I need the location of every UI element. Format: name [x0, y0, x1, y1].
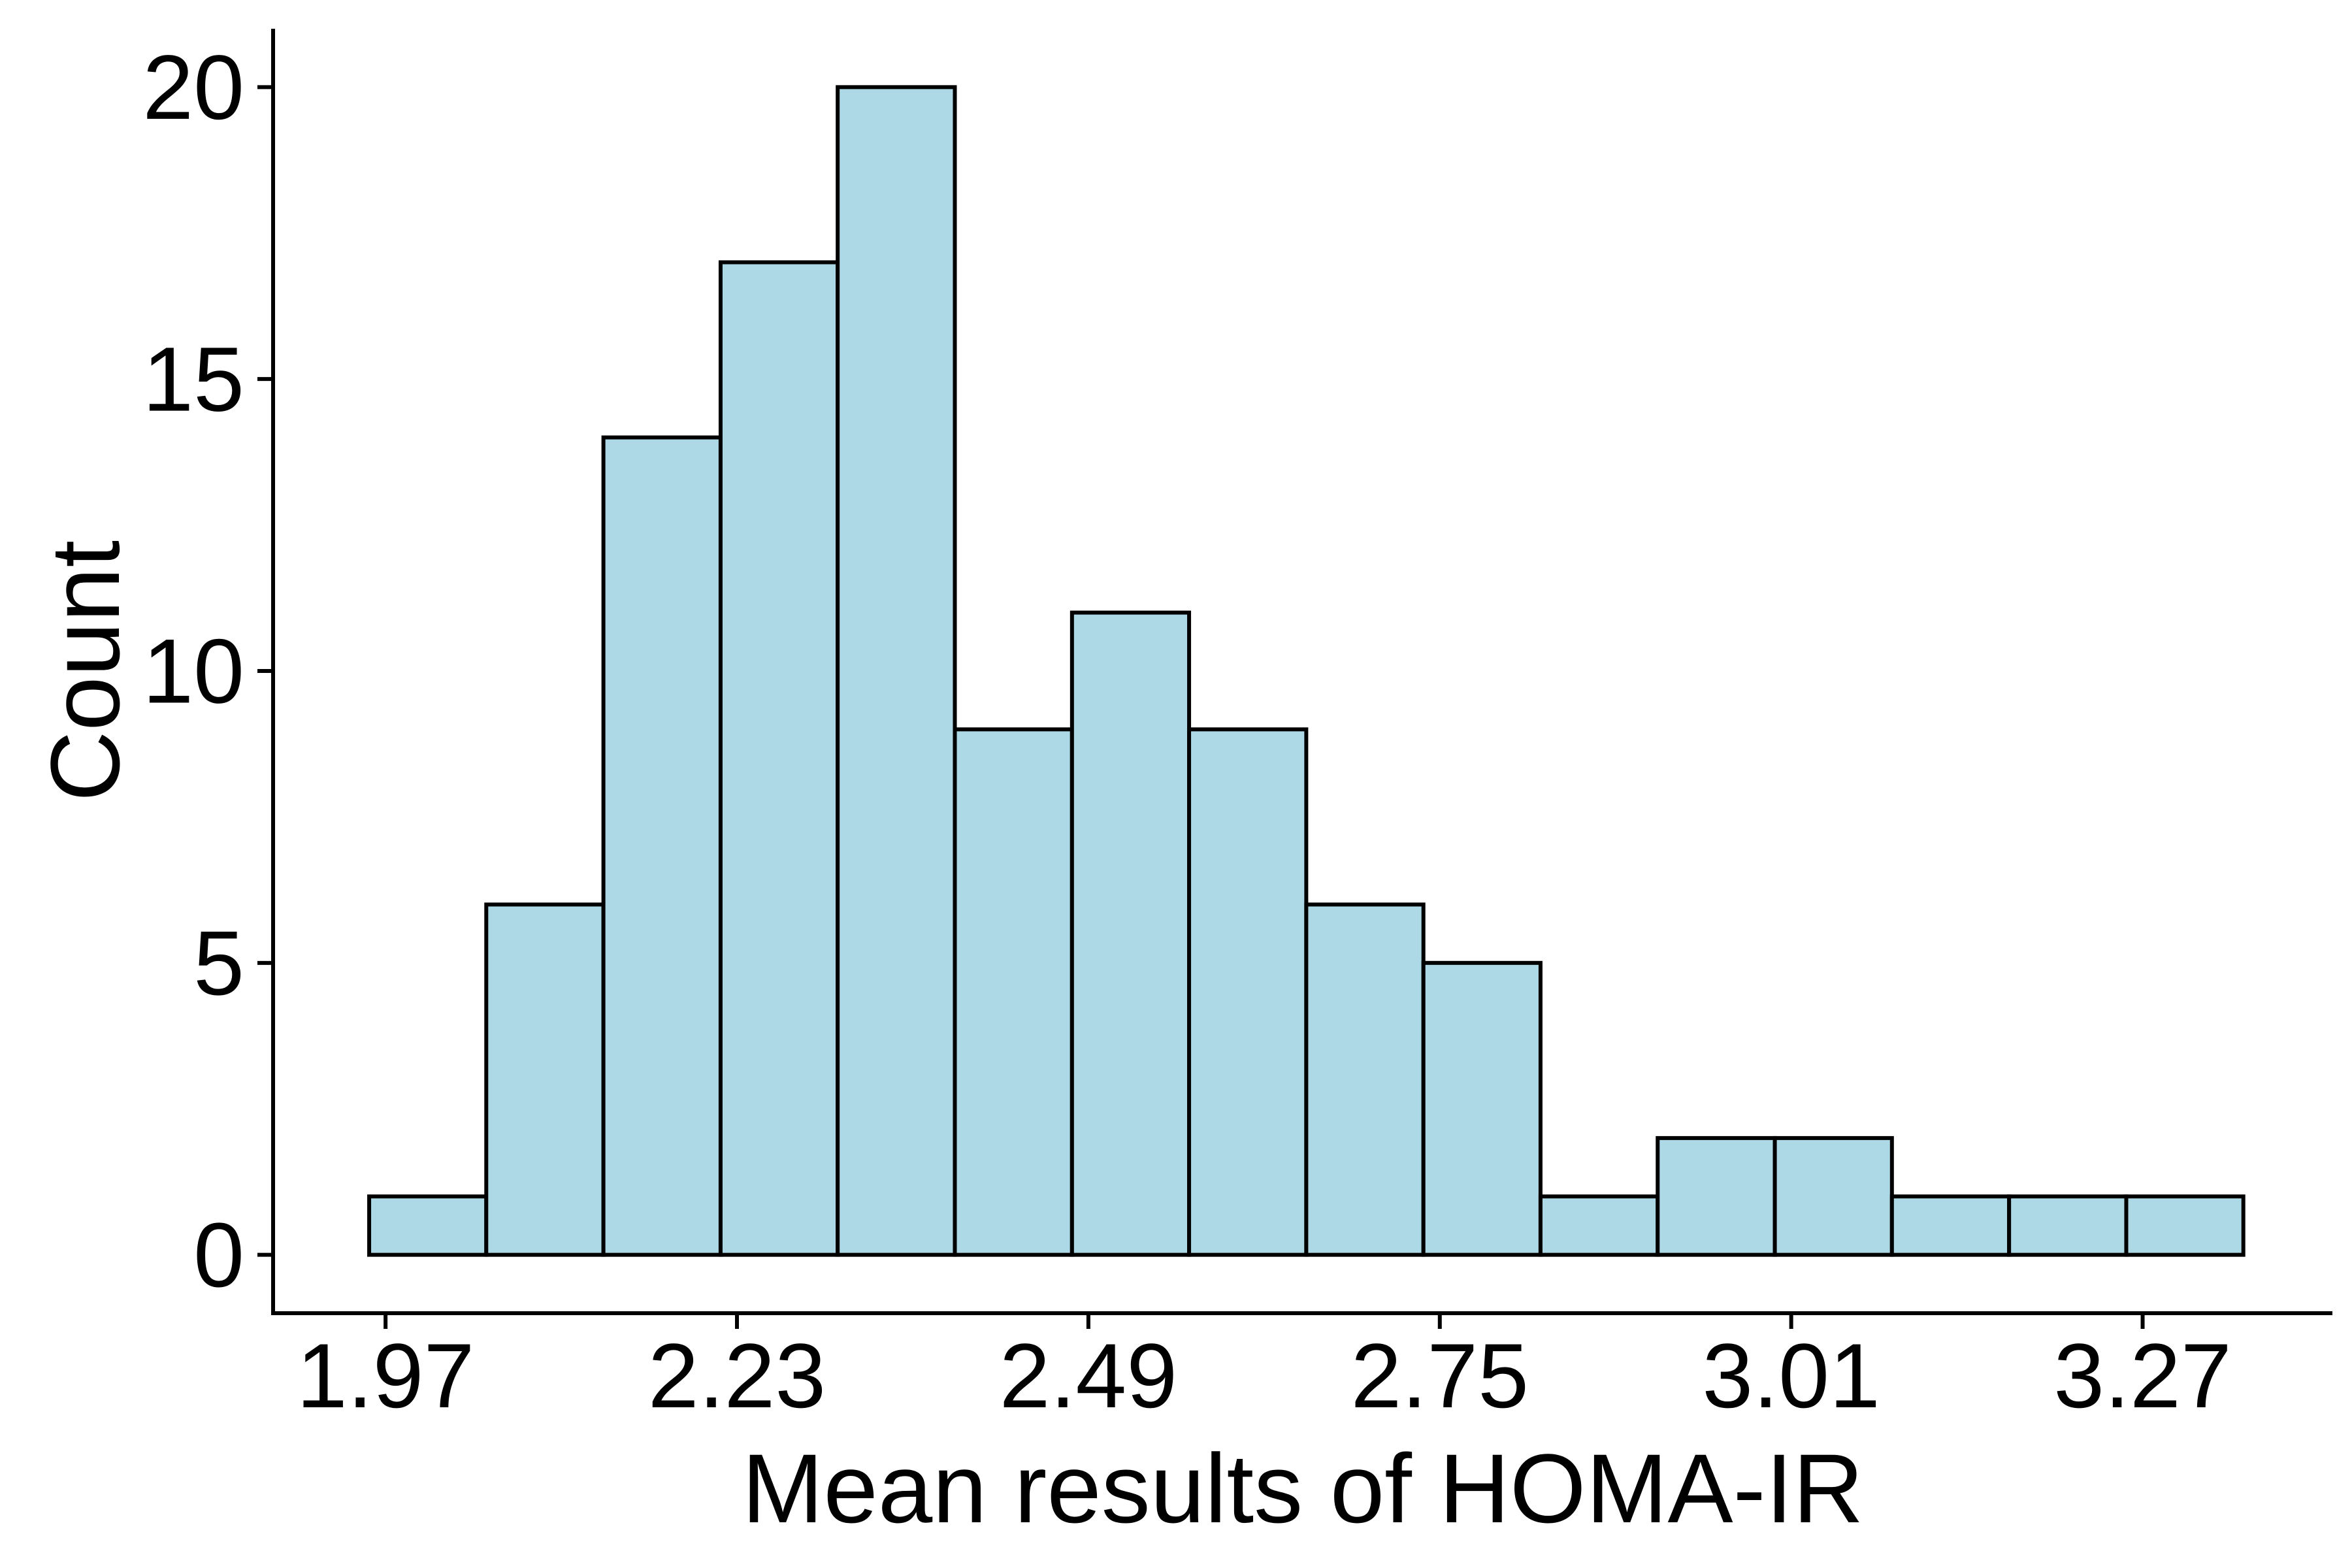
histogram-bar-8	[1187, 727, 1309, 1257]
x-tick-label: 3.27	[2053, 1324, 2231, 1427]
y-tick-label: 15	[142, 328, 244, 431]
y-tick-label: 5	[193, 911, 244, 1014]
bars-layer	[367, 85, 2246, 1257]
x-axis-title: Mean results of HOMA-IR	[742, 1433, 1863, 1543]
histogram-bar-13	[1772, 1135, 1894, 1257]
histogram-bar-11	[1538, 1194, 1660, 1257]
histogram-bar-2	[484, 902, 606, 1257]
histogram-bar-1	[367, 1194, 489, 1257]
y-tick-label: 10	[142, 620, 244, 723]
x-ticks-layer: 1.97 2.23 2.49 2.75 3.01 3.27	[297, 1313, 2232, 1427]
histogram-bar-14	[1889, 1194, 2012, 1257]
histogram-bar-6	[953, 727, 1074, 1257]
y-tick-label: 20	[142, 36, 244, 139]
x-tick-label: 3.01	[1702, 1324, 1880, 1427]
x-tick-label: 1.97	[297, 1324, 474, 1427]
histogram-bar-16	[2124, 1194, 2246, 1257]
x-tick-label: 2.49	[1000, 1324, 1177, 1427]
histogram-bar-5	[836, 85, 957, 1257]
histogram-bar-4	[718, 260, 840, 1257]
y-axis-title: Count	[30, 540, 140, 802]
histogram-bar-3	[601, 435, 723, 1257]
x-tick-label: 2.23	[648, 1324, 826, 1427]
histogram-bar-12	[1656, 1135, 1777, 1257]
y-ticks-layer: 0 5 10 15 20	[142, 36, 273, 1306]
x-tick-label: 2.75	[1351, 1324, 1529, 1427]
histogram-bar-7	[1070, 610, 1192, 1257]
histogram-bar-9	[1304, 902, 1426, 1257]
histogram-bar-15	[2007, 1194, 2129, 1257]
histogram-bar-10	[1421, 960, 1543, 1257]
y-tick-label: 0	[193, 1203, 244, 1306]
